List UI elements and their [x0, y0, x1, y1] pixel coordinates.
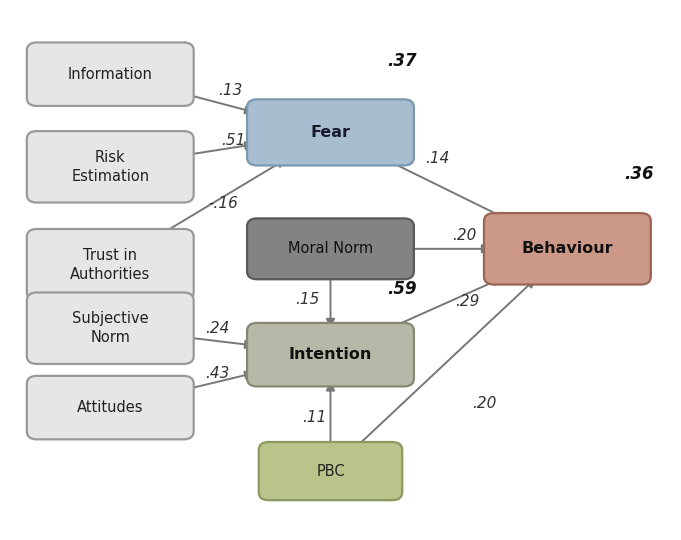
Text: .59: .59 — [387, 280, 417, 298]
Text: .11: .11 — [302, 410, 326, 424]
FancyBboxPatch shape — [27, 131, 193, 202]
Text: Fear: Fear — [311, 125, 351, 140]
Text: Behaviour: Behaviour — [522, 241, 613, 256]
Text: Intention: Intention — [289, 347, 373, 362]
FancyBboxPatch shape — [259, 442, 402, 500]
Text: Subjective
Norm: Subjective Norm — [72, 312, 148, 345]
Text: PBC: PBC — [316, 464, 345, 478]
FancyBboxPatch shape — [247, 323, 414, 387]
Text: Information: Information — [68, 67, 153, 82]
Text: .20: .20 — [472, 396, 496, 411]
Text: .51: .51 — [221, 133, 246, 148]
Text: .14: .14 — [425, 151, 449, 166]
Text: .37: .37 — [387, 52, 417, 70]
FancyBboxPatch shape — [247, 99, 414, 165]
Text: Attitudes: Attitudes — [77, 400, 144, 415]
Text: Moral Norm: Moral Norm — [288, 241, 373, 256]
Text: -.16: -.16 — [209, 197, 238, 211]
Text: Risk
Estimation: Risk Estimation — [72, 150, 149, 184]
FancyBboxPatch shape — [27, 229, 193, 300]
Text: .13: .13 — [218, 83, 242, 98]
Text: .15: .15 — [295, 292, 319, 307]
Text: .20: .20 — [452, 228, 476, 243]
Text: Trust in
Authorities: Trust in Authorities — [70, 248, 151, 281]
Text: .36: .36 — [624, 165, 654, 183]
Text: .29: .29 — [455, 294, 479, 309]
FancyBboxPatch shape — [27, 376, 193, 440]
FancyBboxPatch shape — [27, 293, 193, 364]
FancyBboxPatch shape — [484, 213, 651, 285]
FancyBboxPatch shape — [27, 43, 193, 106]
Text: .43: .43 — [205, 366, 229, 381]
Text: .24: .24 — [205, 321, 229, 336]
FancyBboxPatch shape — [247, 218, 414, 279]
